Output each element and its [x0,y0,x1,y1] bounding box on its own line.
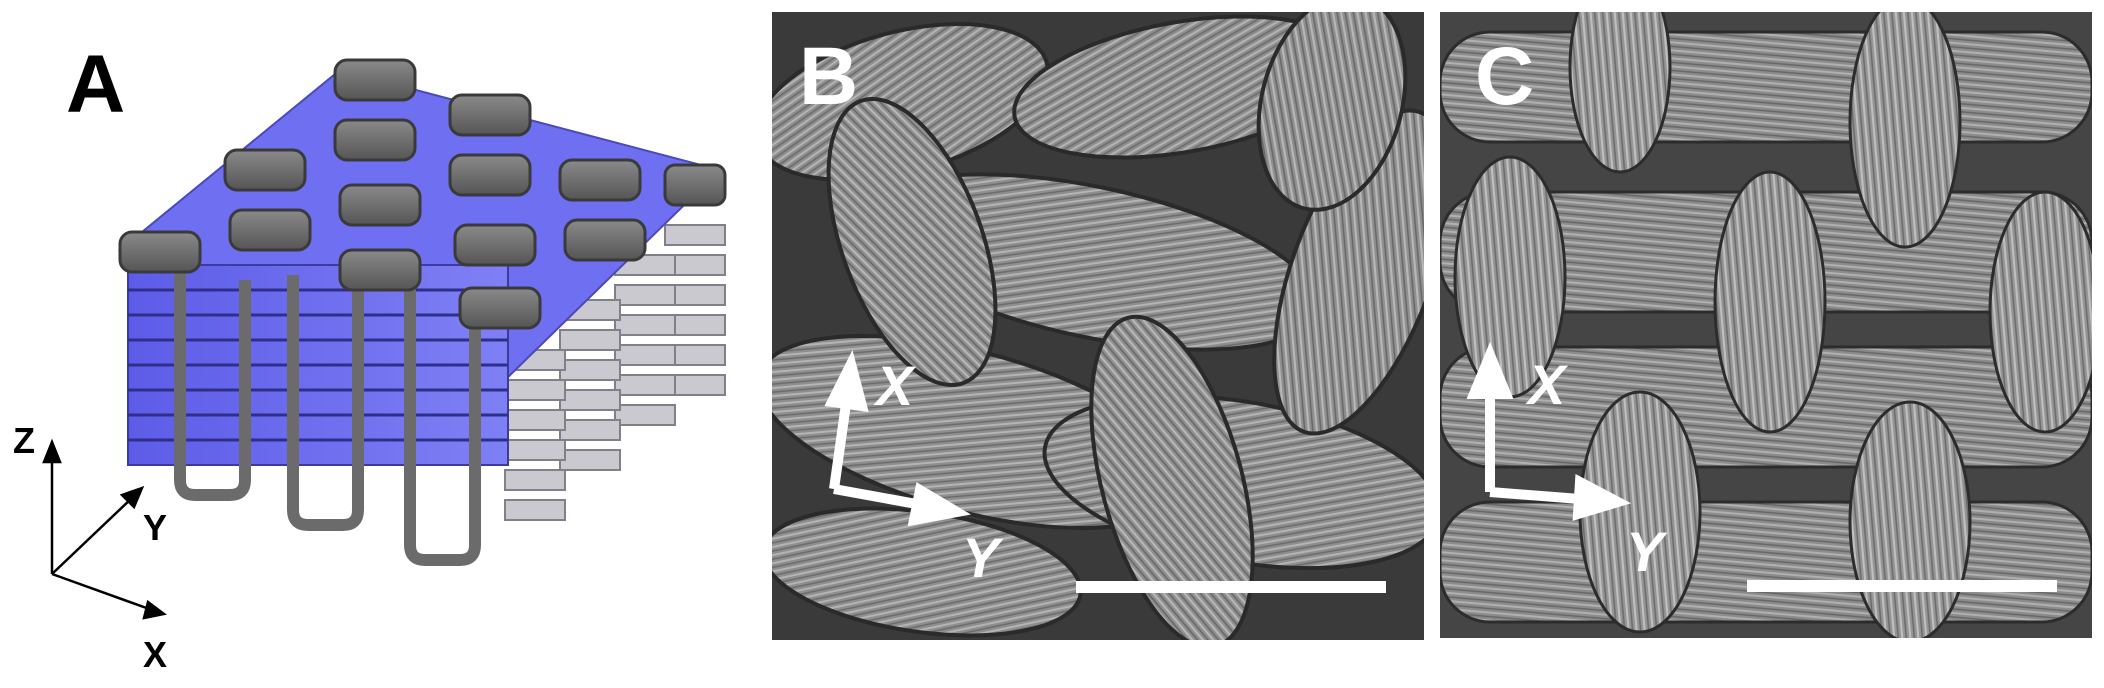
warp-front-face [127,264,509,466]
axis-label-y: Y [962,526,1000,589]
axis-label-z: Z [13,420,35,461]
axis-label-y: Y [1626,520,1664,583]
panel-a-woven-schematic: A [0,0,760,688]
panel-label-b: B [799,31,859,122]
panel-b-sem-image: B X Y [772,12,1424,640]
axis-label-x: X [1528,353,1566,416]
woven-fabric-3d-schematic [42,58,727,620]
panel-label-c: C [1475,31,1535,122]
scale-bar [1076,581,1386,593]
axis-label-y: Y [143,507,168,548]
axis-label-x: X [876,354,914,417]
panel-c-sem-image: C X Y [1440,12,2092,638]
sem-fabric-texture-c [1440,12,2092,638]
axis-label-x: X [143,634,168,675]
sem-fabric-texture-b [772,12,1424,640]
panel-label-a: A [66,39,126,130]
z-binder-yarns [174,270,481,566]
axes-arrows-b [824,349,971,527]
binder-caps [118,58,727,330]
axes-arrows-c [1466,341,1632,521]
axes-arrows-a [42,438,167,620]
scale-bar [1747,580,2057,592]
